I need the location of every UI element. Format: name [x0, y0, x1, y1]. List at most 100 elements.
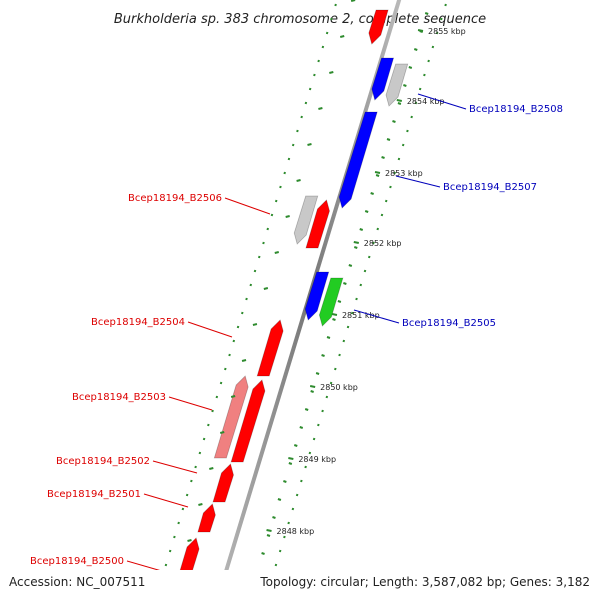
scale-tick-mark: [331, 313, 338, 316]
gene-gray-right: [385, 63, 409, 107]
track-dot: [257, 255, 261, 259]
track-dot: [241, 311, 244, 315]
gene-label-text: Bcep18194_B2507: [443, 182, 537, 193]
gene-b2502-edge: [212, 463, 234, 503]
gene-gray-left: [293, 195, 319, 245]
gene-label-leader: [395, 175, 441, 188]
left-tick: [307, 143, 312, 146]
track-dot: [355, 297, 358, 301]
track-dot: [304, 465, 307, 469]
gene-features: [170, 9, 409, 600]
track-dot: [219, 381, 223, 385]
gene-b2501: [197, 503, 216, 533]
track-dot: [440, 17, 443, 21]
track-dot: [228, 353, 231, 357]
left-tick: [187, 539, 192, 542]
track-dot: [444, 3, 447, 7]
scale-minor-tick: [315, 372, 320, 375]
scale-minor-tick: [424, 12, 429, 15]
track-dot: [194, 465, 197, 469]
track-dot: [211, 409, 214, 413]
gene-b2505-blue: [304, 271, 330, 321]
gene-b2506-red-body: [305, 200, 330, 248]
scale-tick-mark: [288, 457, 294, 460]
left-tick: [296, 179, 301, 182]
track-dot: [291, 507, 295, 511]
track-dot: [185, 493, 189, 497]
track-dot: [295, 493, 299, 497]
gene-b2503-light-body: [214, 376, 249, 458]
gene-b2504: [256, 319, 284, 377]
scale-minor-tick: [277, 498, 282, 501]
gene-b2505-blue-body: [305, 272, 329, 320]
track-dot: [317, 423, 320, 427]
left-tick: [219, 431, 225, 434]
track-dot: [351, 311, 354, 315]
outer-left-dotted-track: [156, 3, 337, 595]
scale-minor-tick: [261, 552, 265, 555]
track-dot: [329, 381, 333, 385]
scale-tick-mark: [266, 529, 272, 532]
track-dot: [262, 241, 265, 245]
scale-tick-mark: [374, 171, 381, 174]
gene-b2501-edge: [197, 503, 216, 533]
track-dot: [431, 45, 435, 49]
track-dot: [313, 73, 316, 77]
accession-text: Accession: NC_007511: [9, 575, 145, 589]
track-dot: [207, 423, 210, 427]
scale-minor-tick: [326, 336, 331, 339]
track-dot: [380, 213, 384, 217]
scale-minor-tick: [397, 102, 402, 105]
track-dot: [296, 129, 299, 133]
track-dot: [308, 451, 312, 455]
genome-summary-text: Topology: circular; Length: 3,587,082 bp…: [259, 575, 590, 589]
scale-minor-tick: [408, 66, 413, 69]
left-tick: [241, 359, 247, 362]
track-dot: [435, 31, 439, 35]
track-dot: [325, 395, 329, 399]
gene-top-red: [368, 9, 389, 45]
track-dot: [287, 521, 290, 525]
gene-b2505-green: [318, 277, 344, 327]
scale-minor-tick: [343, 282, 347, 285]
gene-top-red-body: [368, 10, 389, 44]
gene-label-leader: [224, 197, 271, 215]
track-dot: [224, 367, 227, 371]
gene-b2503: [230, 379, 266, 463]
track-dot: [232, 339, 236, 343]
gene-b2500-edge: [170, 537, 200, 600]
track-dot: [173, 535, 176, 539]
scale-ticks: 2855 kbp 2854 kbp 2853 kbp 2852 kbp 2851 kbp…: [187, 0, 466, 555]
track-dot: [418, 87, 422, 91]
gene-label-text: Bcep18194_B2503: [72, 392, 166, 403]
scale-minor-tick: [413, 48, 418, 51]
track-dot: [253, 269, 257, 273]
gene-b2502-body: [213, 464, 234, 502]
scale-minor-tick: [348, 264, 353, 267]
track-dot: [274, 563, 278, 567]
left-tick: [285, 215, 290, 218]
gene-label-leader: [152, 460, 198, 474]
scale-minor-tick: [266, 534, 271, 537]
scale-minor-tick: [321, 354, 325, 357]
track-dot: [279, 185, 282, 189]
left-tick: [263, 287, 269, 290]
gene-labels: Bcep18194_B2508 Bcep18194_B2507 Bcep18194_…: [30, 93, 563, 575]
scale-minor-tick: [370, 192, 374, 195]
scale-tick-label: 2854 kbp: [407, 97, 445, 106]
gene-b2508-blue-edge: [371, 57, 395, 101]
gene-b2508-blue-body: [371, 58, 394, 100]
scale-minor-tick: [386, 138, 391, 141]
sequence-tracks: [156, 0, 447, 600]
track-dot: [181, 507, 185, 511]
track-dot: [177, 521, 180, 525]
track-dot: [291, 143, 295, 147]
gene-label-text: Bcep18194_B2508: [469, 104, 563, 115]
gene-label-text: Bcep18194_B2501: [47, 489, 141, 500]
scale-tick-label: 2849 kbp: [298, 455, 336, 464]
scale-minor-tick: [381, 156, 385, 159]
gene-b2503-light: [213, 375, 249, 459]
track-dot: [321, 409, 324, 413]
track-dot: [406, 129, 409, 133]
